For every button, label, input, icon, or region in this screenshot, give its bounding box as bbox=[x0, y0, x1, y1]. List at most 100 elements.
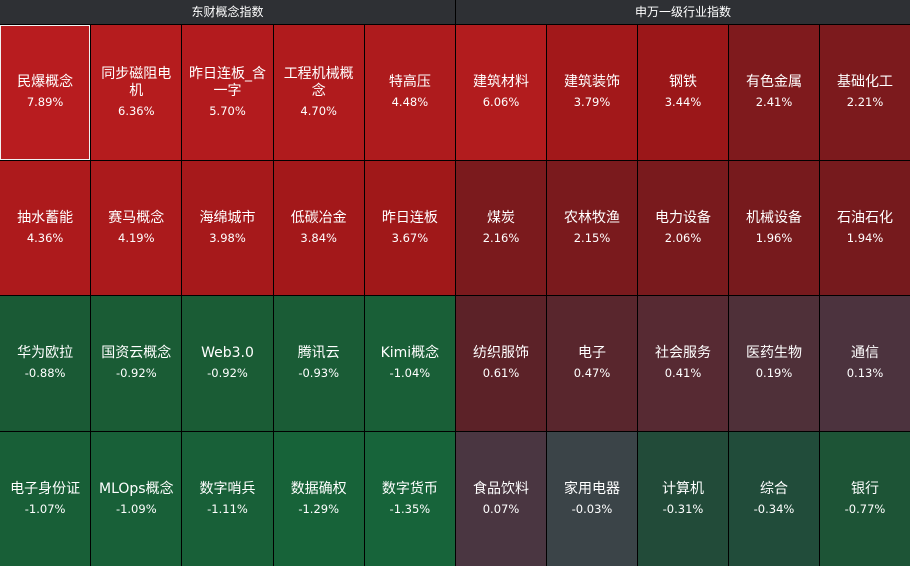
tile-change-percent: 0.47% bbox=[573, 366, 611, 381]
heatmap-tile[interactable]: 工程机械概念 4.70% bbox=[273, 25, 364, 160]
tile-name: 计算机 bbox=[662, 480, 704, 497]
heatmap-tile[interactable]: 综合 -0.34% bbox=[729, 431, 819, 566]
tile-name: 食品饮料 bbox=[473, 480, 529, 497]
heatmap-tile[interactable]: 抽水蓄能 4.36% bbox=[0, 160, 91, 295]
tile-change-percent: 3.79% bbox=[573, 95, 611, 110]
tile-name: MLOps概念 bbox=[98, 480, 174, 497]
tile-change-percent: -0.34% bbox=[753, 501, 795, 516]
heatmap-tile[interactable]: Kimi概念 -1.04% bbox=[364, 296, 455, 431]
heatmap-tile[interactable]: Web3.0 -0.92% bbox=[182, 296, 273, 431]
heatmap-tile[interactable]: 数据确权 -1.29% bbox=[273, 431, 364, 566]
heatmap-tile[interactable]: 计算机 -0.31% bbox=[638, 431, 728, 566]
tile-name: 国资云概念 bbox=[101, 345, 172, 362]
tile-change-percent: -0.77% bbox=[844, 501, 886, 516]
concept-index-panel: 东财概念指数 民爆概念 7.89% 同步磁阻电机 6.36% 昨日连板_含一字 5.70%… bbox=[0, 0, 455, 566]
tile-change-percent: 1.94% bbox=[846, 230, 884, 245]
tile-change-percent: 4.19% bbox=[118, 230, 155, 245]
tile-name: 昨日连板 bbox=[381, 209, 438, 226]
tile-change-percent: 4.70% bbox=[300, 103, 337, 118]
heatmap-tile[interactable]: 医药生物 0.19% bbox=[729, 296, 819, 431]
heatmap-tile[interactable]: 数字哨兵 -1.11% bbox=[182, 431, 273, 566]
tile-name: 医药生物 bbox=[746, 345, 802, 362]
heatmap-tile[interactable]: 腾讯云 -0.93% bbox=[273, 296, 364, 431]
heatmap-tile[interactable]: 有色金属 2.41% bbox=[729, 25, 819, 160]
tile-change-percent: 3.98% bbox=[209, 230, 246, 245]
heatmap-tile[interactable]: 银行 -0.77% bbox=[820, 431, 910, 566]
tile-change-percent: 5.70% bbox=[209, 103, 246, 118]
industry-index-title: 申万一级行业指数 bbox=[456, 0, 910, 25]
tile-change-percent: -0.93% bbox=[298, 366, 340, 381]
tile-name: 工程机械概念 bbox=[283, 65, 354, 99]
heatmap-tile[interactable]: 赛马概念 4.19% bbox=[91, 160, 182, 295]
tile-change-percent: -1.29% bbox=[298, 501, 340, 516]
tile-name: 低碳冶金 bbox=[290, 209, 347, 226]
heatmap-tile[interactable]: 昨日连板 3.67% bbox=[364, 160, 455, 295]
tile-change-percent: 2.16% bbox=[482, 230, 520, 245]
tile-change-percent: 6.36% bbox=[118, 103, 155, 118]
tile-change-percent: 3.44% bbox=[664, 95, 702, 110]
tile-change-percent: -1.35% bbox=[389, 501, 431, 516]
tile-name: 昨日连板_含一字 bbox=[188, 65, 266, 99]
tile-name: 纺织服饰 bbox=[473, 345, 529, 362]
heatmap-tile[interactable]: 电子 0.47% bbox=[547, 296, 637, 431]
heatmap-tile[interactable]: 电子身份证 -1.07% bbox=[0, 431, 91, 566]
heatmap-tile[interactable]: 海绵城市 3.98% bbox=[182, 160, 273, 295]
tile-change-percent: 2.21% bbox=[846, 95, 884, 110]
tile-name: 家用电器 bbox=[564, 480, 620, 497]
tile-change-percent: -1.07% bbox=[24, 501, 66, 516]
tile-name: 海绵城市 bbox=[199, 209, 256, 226]
heatmap-tile[interactable]: 数字货币 -1.35% bbox=[364, 431, 455, 566]
tile-change-percent: -1.09% bbox=[115, 501, 157, 516]
heatmap-tile[interactable]: 通信 0.13% bbox=[820, 296, 910, 431]
tile-name: 电力设备 bbox=[655, 209, 711, 226]
heatmap-tile[interactable]: 民爆概念 7.89% bbox=[0, 25, 91, 160]
tile-change-percent: 4.48% bbox=[391, 95, 429, 110]
industry-index-grid: 建筑材料 6.06% 建筑装饰 3.79% 钢铁 3.44% 有色金属 2.41% 基础化工 2.… bbox=[456, 25, 910, 566]
heatmap-tile[interactable]: 社会服务 0.41% bbox=[638, 296, 728, 431]
tile-change-percent: 6.06% bbox=[482, 95, 520, 110]
heatmap-tile[interactable]: 建筑材料 6.06% bbox=[456, 25, 546, 160]
tile-name: 建筑装饰 bbox=[564, 74, 620, 91]
tile-name: 抽水蓄能 bbox=[17, 209, 74, 226]
heatmap-tile[interactable]: MLOps概念 -1.09% bbox=[91, 431, 182, 566]
tile-change-percent: -0.92% bbox=[115, 366, 157, 381]
tile-name: 电子身份证 bbox=[10, 480, 81, 497]
heatmap-tile[interactable]: 农林牧渔 2.15% bbox=[547, 160, 637, 295]
tile-change-percent: 2.41% bbox=[755, 95, 793, 110]
heatmap-tile[interactable]: 基础化工 2.21% bbox=[820, 25, 910, 160]
heatmap-tile[interactable]: 石油石化 1.94% bbox=[820, 160, 910, 295]
tile-name: 石油石化 bbox=[837, 209, 893, 226]
heatmap-tile[interactable]: 低碳冶金 3.84% bbox=[273, 160, 364, 295]
tile-name: 同步磁阻电机 bbox=[101, 65, 172, 99]
heatmap-tile[interactable]: 钢铁 3.44% bbox=[638, 25, 728, 160]
tile-name: Kimi概念 bbox=[380, 345, 440, 362]
heatmap-tile[interactable]: 机械设备 1.96% bbox=[729, 160, 819, 295]
tile-change-percent: 2.06% bbox=[664, 230, 702, 245]
tile-name: 煤炭 bbox=[487, 209, 515, 226]
tile-change-percent: 1.96% bbox=[755, 230, 793, 245]
tile-name: 民爆概念 bbox=[17, 74, 74, 91]
heatmap-tile[interactable]: 昨日连板_含一字 5.70% bbox=[182, 25, 273, 160]
tile-name: 华为欧拉 bbox=[17, 345, 74, 362]
tile-name: 通信 bbox=[851, 345, 879, 362]
tile-change-percent: -1.11% bbox=[207, 501, 248, 516]
heatmap-tile[interactable]: 建筑装饰 3.79% bbox=[547, 25, 637, 160]
heatmap-tile[interactable]: 食品饮料 0.07% bbox=[456, 431, 546, 566]
heatmap-tile[interactable]: 同步磁阻电机 6.36% bbox=[91, 25, 182, 160]
concept-index-title: 东财概念指数 bbox=[0, 0, 455, 25]
heatmap-tile[interactable]: 华为欧拉 -0.88% bbox=[0, 296, 91, 431]
tile-name: 赛马概念 bbox=[108, 209, 165, 226]
heatmap-tile[interactable]: 煤炭 2.16% bbox=[456, 160, 546, 295]
heatmap-tile[interactable]: 特高压 4.48% bbox=[364, 25, 455, 160]
heatmap-tile[interactable]: 家用电器 -0.03% bbox=[547, 431, 637, 566]
tile-name: 特高压 bbox=[388, 74, 431, 91]
heatmap-tile[interactable]: 电力设备 2.06% bbox=[638, 160, 728, 295]
tile-change-percent: 0.07% bbox=[482, 501, 520, 516]
tile-change-percent: -1.04% bbox=[389, 366, 431, 381]
heatmap-tile[interactable]: 国资云概念 -0.92% bbox=[91, 296, 182, 431]
heatmap-tile[interactable]: 纺织服饰 0.61% bbox=[456, 296, 546, 431]
tile-name: Web3.0 bbox=[201, 345, 254, 362]
tile-name: 综合 bbox=[760, 480, 788, 497]
industry-index-panel: 申万一级行业指数 建筑材料 6.06% 建筑装饰 3.79% 钢铁 3.44% 有色金属 2.… bbox=[456, 0, 910, 566]
